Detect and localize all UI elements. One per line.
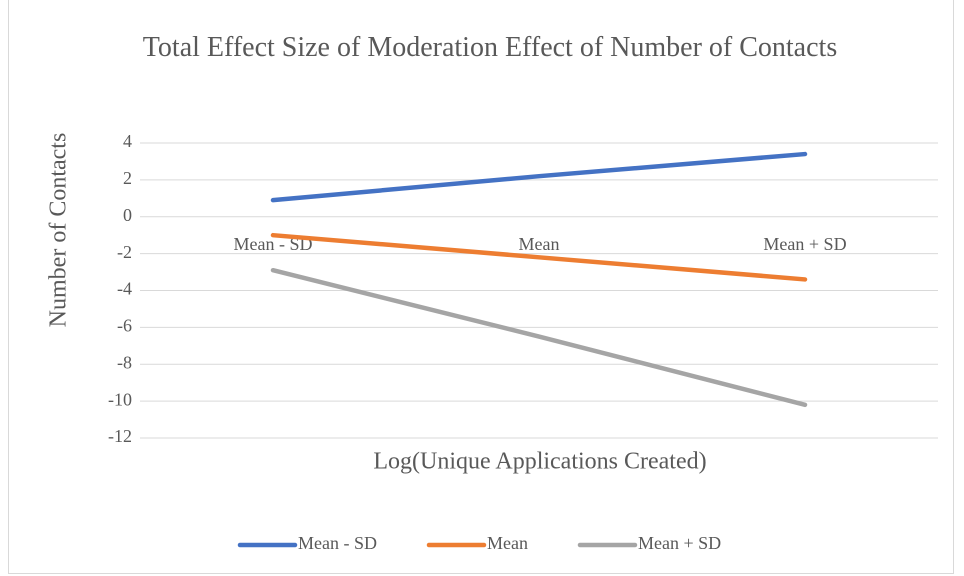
y-tick-label: 4 [123,131,132,151]
y-tick-label: -4 [117,279,132,299]
y-tick-label: -12 [108,426,132,446]
x-tick-label: Mean + SD [763,234,846,254]
chart-frame [8,0,954,574]
y-tick-label: 0 [123,205,132,225]
y-tick-label: -2 [117,242,132,262]
y-tick-label: 2 [123,168,132,188]
legend-label: Mean + SD [638,533,721,553]
legend-label: Mean - SD [298,533,377,553]
series-line [270,151,808,203]
chart-title: Total Effect Size of Moderation Effect o… [142,32,838,63]
y-axis-label: Number of Contacts [46,133,72,328]
x-tick-label: Mean [519,234,560,254]
x-axis-label: Log(Unique Applications Created) [373,449,706,475]
y-tick-label: -6 [117,316,132,336]
legend-label: Mean [487,533,528,553]
series-line [270,232,808,282]
series-line [270,267,808,408]
y-tick-label: -10 [108,389,132,409]
y-tick-label: -8 [117,352,132,372]
